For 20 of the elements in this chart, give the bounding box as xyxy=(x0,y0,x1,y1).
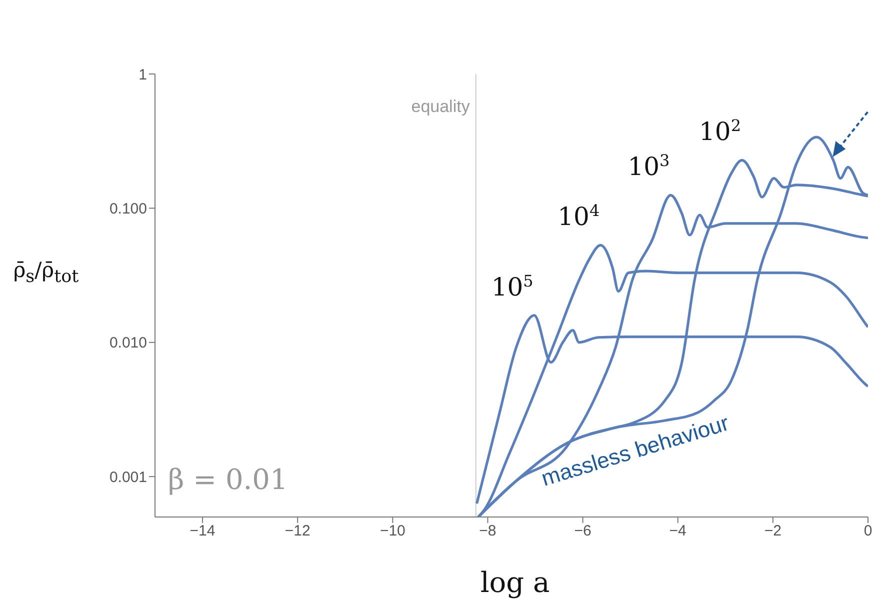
x-tick-label: −6 xyxy=(574,522,592,540)
y-tick-label: 1 xyxy=(138,66,147,84)
series-label: 10$^{3}$ xyxy=(628,150,670,182)
y-tick-label: 0.100 xyxy=(109,200,147,218)
x-tick-label: −10 xyxy=(380,522,406,540)
ref-line-label: equality xyxy=(411,97,470,116)
x-tick-label: 0 xyxy=(864,522,872,540)
y-axis-title: ρ̄$_{s}$/ρ̄$_{tot}$ xyxy=(12,258,80,288)
y-tick-label: 0.001 xyxy=(109,468,147,486)
x-tick-label: −8 xyxy=(479,522,496,540)
x-axis-title: log a xyxy=(479,566,551,599)
series-label: 10$^{5}$ xyxy=(491,270,534,302)
x-tick-label: −14 xyxy=(190,522,216,540)
series-label: 10$^{2}$ xyxy=(699,116,742,146)
x-tick-label: −2 xyxy=(764,522,782,540)
x-tick-label: −4 xyxy=(669,522,686,540)
x-tick-label: −12 xyxy=(284,522,310,540)
series-label: 10$^{4}$ xyxy=(558,200,600,232)
y-tick-label: 0.010 xyxy=(109,334,147,352)
annotation: β = 0.01 xyxy=(168,463,288,496)
